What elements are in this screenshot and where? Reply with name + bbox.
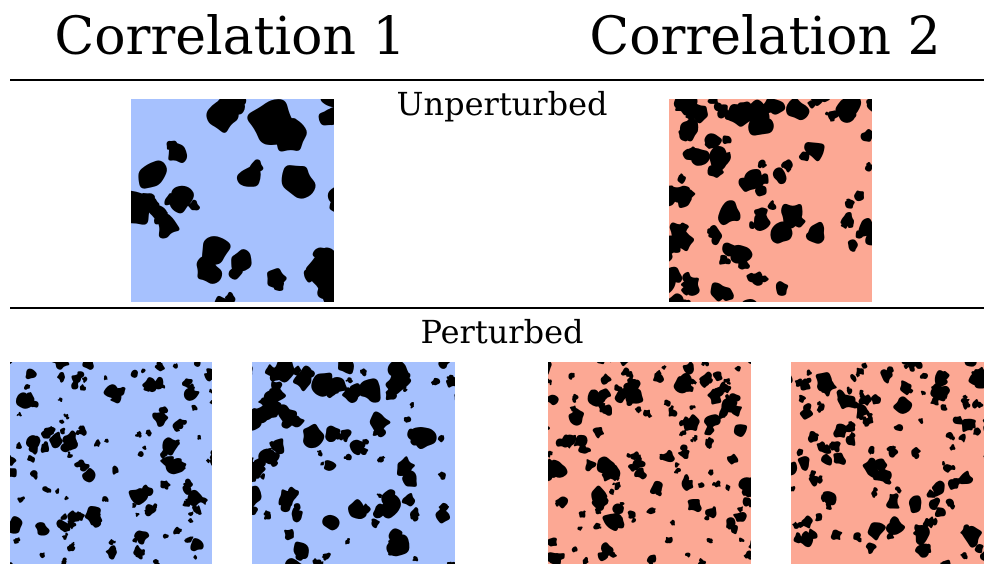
correlation-2-title: Correlation 2 — [589, 7, 941, 67]
perturbed-correlation-2-texture-a — [548, 362, 751, 564]
perturbed-correlation-1-texture-b — [252, 362, 455, 564]
perturbed-label: Perturbed — [420, 313, 584, 351]
perturbed-correlation-2-texture-b — [791, 362, 984, 564]
top-divider — [10, 79, 984, 81]
unperturbed-correlation-2-texture — [669, 99, 872, 302]
unperturbed-correlation-1-texture — [131, 99, 334, 302]
perturbed-correlation-1-texture-a — [10, 362, 212, 564]
unperturbed-label: Unperturbed — [396, 85, 608, 123]
correlation-1-title: Correlation 1 — [54, 7, 406, 67]
middle-divider — [10, 307, 984, 309]
